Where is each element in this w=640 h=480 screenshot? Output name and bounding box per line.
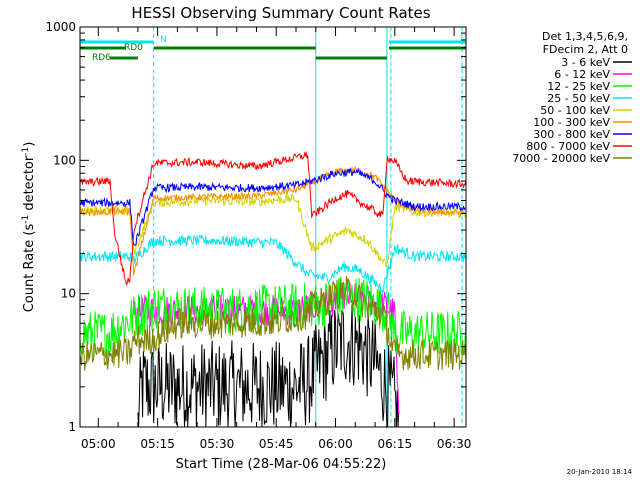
legend-label: 12 - 25 keV	[547, 80, 610, 93]
flag-label-rd6: RD6	[92, 53, 111, 63]
legend-label: 100 - 300 keV	[533, 116, 610, 129]
flag-label-n: N	[160, 35, 167, 45]
x-tick-label: 05:30	[200, 437, 235, 451]
legend-label: 25 - 50 keV	[547, 92, 610, 105]
x-axis-label: Start Time (28-Mar-06 04:55:22)	[176, 457, 387, 472]
series-line-7	[79, 151, 467, 286]
x-tick-label: 06:15	[378, 437, 413, 451]
legend-label: 300 - 800 keV	[533, 128, 610, 141]
y-axis-label: Count Rate (s-1 detector-1)	[21, 142, 37, 313]
series-lines	[79, 151, 467, 429]
series-line-3	[79, 233, 467, 295]
series-line-8	[79, 275, 467, 371]
plot-frame	[79, 26, 467, 428]
x-tick-label: 05:15	[140, 437, 175, 451]
legend-label: 50 - 100 keV	[540, 104, 610, 117]
x-tick-label: 06:30	[437, 437, 472, 451]
series-line-5	[79, 166, 467, 276]
x-axis: 05:00 05:15 05:30 05:45 06:00 06:15 06:30	[81, 27, 471, 451]
x-tick-label: 05:00	[81, 437, 116, 451]
x-tick-label: 05:45	[259, 437, 294, 451]
legend-header-2: FDecim 2, Att 0	[543, 43, 628, 56]
y-axis: 1 10 100 1000	[45, 20, 466, 434]
flag-bars: N RD0 RD6	[80, 35, 466, 63]
legend-label: 7000 - 20000 keV	[512, 152, 610, 165]
legend-header-1: Det 1,3,4,5,6,9,	[542, 30, 628, 43]
plot-area: N RD0 RD6	[79, 27, 467, 429]
legend-label: 800 - 7000 keV	[526, 140, 610, 153]
y-tick-label: 1	[68, 420, 76, 434]
x-tick-label: 06:00	[318, 437, 353, 451]
chart-title: HESSI Observing Summary Count Rates	[131, 4, 430, 22]
flag-label-rd0: RD0	[124, 43, 143, 53]
series-line-6	[79, 167, 467, 247]
legend-label: 6 - 12 keV	[554, 68, 610, 81]
series-line-0	[137, 304, 400, 429]
legend-label: 3 - 6 keV	[561, 56, 610, 69]
legend: Det 1,3,4,5,6,9, FDecim 2, Att 0 3 - 6 k…	[512, 30, 632, 165]
y-tick-label: 1000	[45, 20, 76, 34]
y-tick-label: 10	[61, 287, 76, 301]
generation-timestamp: 20-Jan-2010 18:14	[567, 468, 633, 476]
y-tick-label: 100	[53, 153, 76, 167]
